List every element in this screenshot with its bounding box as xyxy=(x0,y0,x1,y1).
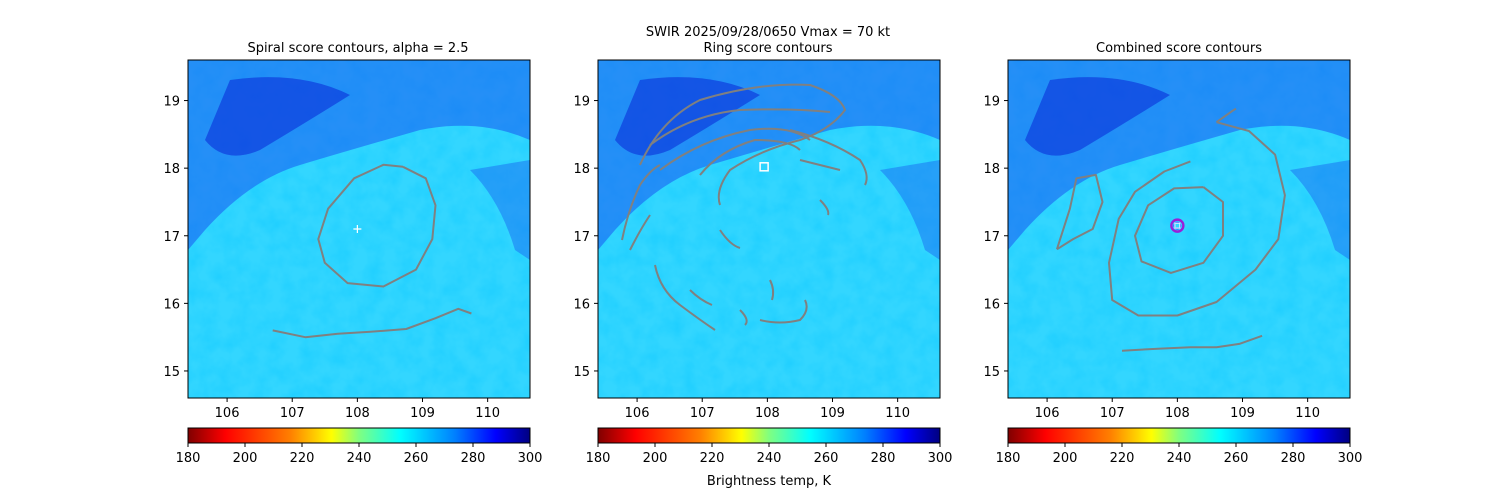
colorbar-tick-label: 300 xyxy=(518,451,543,466)
colorbar-tick-label: 300 xyxy=(928,451,953,466)
y-tick-label: 16 xyxy=(983,297,1000,312)
y-tick-label: 17 xyxy=(573,230,590,245)
colorbar-combined: 180 200 220 240 260 280 300 xyxy=(996,427,1363,466)
contour-line xyxy=(1215,107,1237,124)
center-marker-plus xyxy=(353,225,362,233)
cold-cloud-band-spiral xyxy=(188,60,530,260)
panel-title-spiral: Spiral score contours, alpha = 2.5 xyxy=(247,41,468,56)
x-tick-label: 106 xyxy=(625,406,650,421)
y-tick-label: 16 xyxy=(573,297,590,312)
y-axis-ring: 15 16 17 18 19 xyxy=(573,95,598,380)
y-tick-label: 17 xyxy=(983,230,1000,245)
colorbar-tick-label: 300 xyxy=(1338,451,1363,466)
colorbar-tick-label: 260 xyxy=(814,451,839,466)
colorbar-label: Brightness temp, K xyxy=(707,474,832,489)
panel-combined: Combined score contours 106 107 108 109 110 … xyxy=(983,41,1362,466)
colorbar-tick-label: 180 xyxy=(996,451,1021,466)
x-tick-label: 110 xyxy=(885,406,910,421)
colorbar-tick-label: 240 xyxy=(757,451,782,466)
contour-line xyxy=(1108,121,1286,317)
y-tick-label: 15 xyxy=(573,365,590,380)
y-axis-spiral: 15 16 17 18 19 xyxy=(163,95,188,380)
square-marker xyxy=(1174,222,1181,229)
x-tick-label: 106 xyxy=(215,406,240,421)
contours-spiral xyxy=(272,163,472,339)
contour-line xyxy=(1055,173,1104,251)
colorbar-spiral: 180 200 220 240 260 280 300 xyxy=(176,427,543,466)
x-axis-ring: 106 107 108 109 110 xyxy=(625,398,910,421)
x-tick-label: 108 xyxy=(755,406,780,421)
x-tick-label: 107 xyxy=(690,406,715,421)
y-tick-label: 18 xyxy=(163,162,180,177)
x-tick-label: 109 xyxy=(1230,406,1255,421)
colorbar-tick-label: 260 xyxy=(404,451,429,466)
y-tick-label: 15 xyxy=(983,365,1000,380)
colorbar-ring: 180 200 220 240 260 280 300 xyxy=(586,427,953,466)
contours-combined xyxy=(1055,107,1286,352)
colorbar-tick-label: 240 xyxy=(347,451,372,466)
contour-line xyxy=(272,307,472,339)
x-tick-label: 109 xyxy=(410,406,435,421)
cold-cloud-band-combined xyxy=(1008,60,1350,260)
colorbar-gradient xyxy=(597,427,941,444)
y-tick-label: 19 xyxy=(573,95,590,110)
x-axis-combined: 106 107 108 109 110 xyxy=(1035,398,1320,421)
x-tick-label: 108 xyxy=(345,406,370,421)
colorbar-gradient xyxy=(187,427,531,444)
panel-spiral: Spiral score contours, alpha = 2.5 106 10… xyxy=(163,41,542,466)
figure-suptitle: SWIR 2025/09/28/0650 Vmax = 70 kt xyxy=(646,25,890,40)
y-axis-combined: 15 16 17 18 19 xyxy=(983,95,1008,380)
circle-marker-outer xyxy=(1170,218,1185,233)
center-marker-circle xyxy=(1170,218,1185,233)
plus-marker xyxy=(353,225,362,233)
plot-area-ring xyxy=(597,59,941,399)
y-tick-label: 18 xyxy=(573,162,590,177)
y-tick-label: 19 xyxy=(163,95,180,110)
contour-line xyxy=(1121,334,1263,352)
colorbar-tick-label: 280 xyxy=(461,451,486,466)
x-tick-label: 107 xyxy=(1100,406,1125,421)
colorbar-gradient xyxy=(1007,427,1351,444)
cold-cloud-band-ring xyxy=(598,60,940,260)
colorbar-tick-label: 220 xyxy=(290,451,315,466)
plot-area-combined xyxy=(1007,59,1351,399)
center-marker-square xyxy=(759,162,769,172)
y-tick-label: 18 xyxy=(983,162,1000,177)
square-marker xyxy=(759,162,769,172)
y-tick-label: 16 xyxy=(163,297,180,312)
contour-line xyxy=(1134,186,1224,274)
colorbar-tick-label: 180 xyxy=(586,451,611,466)
x-tick-label: 110 xyxy=(1295,406,1320,421)
panel-title-ring: Ring score contours xyxy=(703,41,832,56)
panel-ring: Ring score contours xyxy=(573,41,952,489)
y-tick-label: 19 xyxy=(983,95,1000,110)
circle-marker-inner xyxy=(1173,221,1182,230)
colorbar-tick-label: 240 xyxy=(1167,451,1192,466)
y-tick-label: 15 xyxy=(163,365,180,380)
colorbar-tick-label: 200 xyxy=(233,451,258,466)
contour-line xyxy=(317,163,437,288)
colorbar-tick-label: 260 xyxy=(1224,451,1249,466)
x-tick-label: 109 xyxy=(820,406,845,421)
x-axis-spiral: 106 107 108 109 110 xyxy=(215,398,500,421)
x-tick-label: 107 xyxy=(280,406,305,421)
colorbar-tick-label: 220 xyxy=(700,451,725,466)
x-tick-label: 106 xyxy=(1035,406,1060,421)
x-tick-label: 108 xyxy=(1165,406,1190,421)
colorbar-tick-label: 280 xyxy=(871,451,896,466)
colorbar-tick-label: 200 xyxy=(643,451,668,466)
colorbar-tick-label: 220 xyxy=(1110,451,1135,466)
y-tick-label: 17 xyxy=(163,230,180,245)
colorbar-tick-label: 280 xyxy=(1281,451,1306,466)
panel-title-combined: Combined score contours xyxy=(1096,41,1262,56)
x-tick-label: 110 xyxy=(475,406,500,421)
colorbar-tick-label: 180 xyxy=(176,451,201,466)
contours-ring xyxy=(621,83,868,331)
plot-area-spiral xyxy=(187,59,531,399)
colorbar-tick-label: 200 xyxy=(1053,451,1078,466)
